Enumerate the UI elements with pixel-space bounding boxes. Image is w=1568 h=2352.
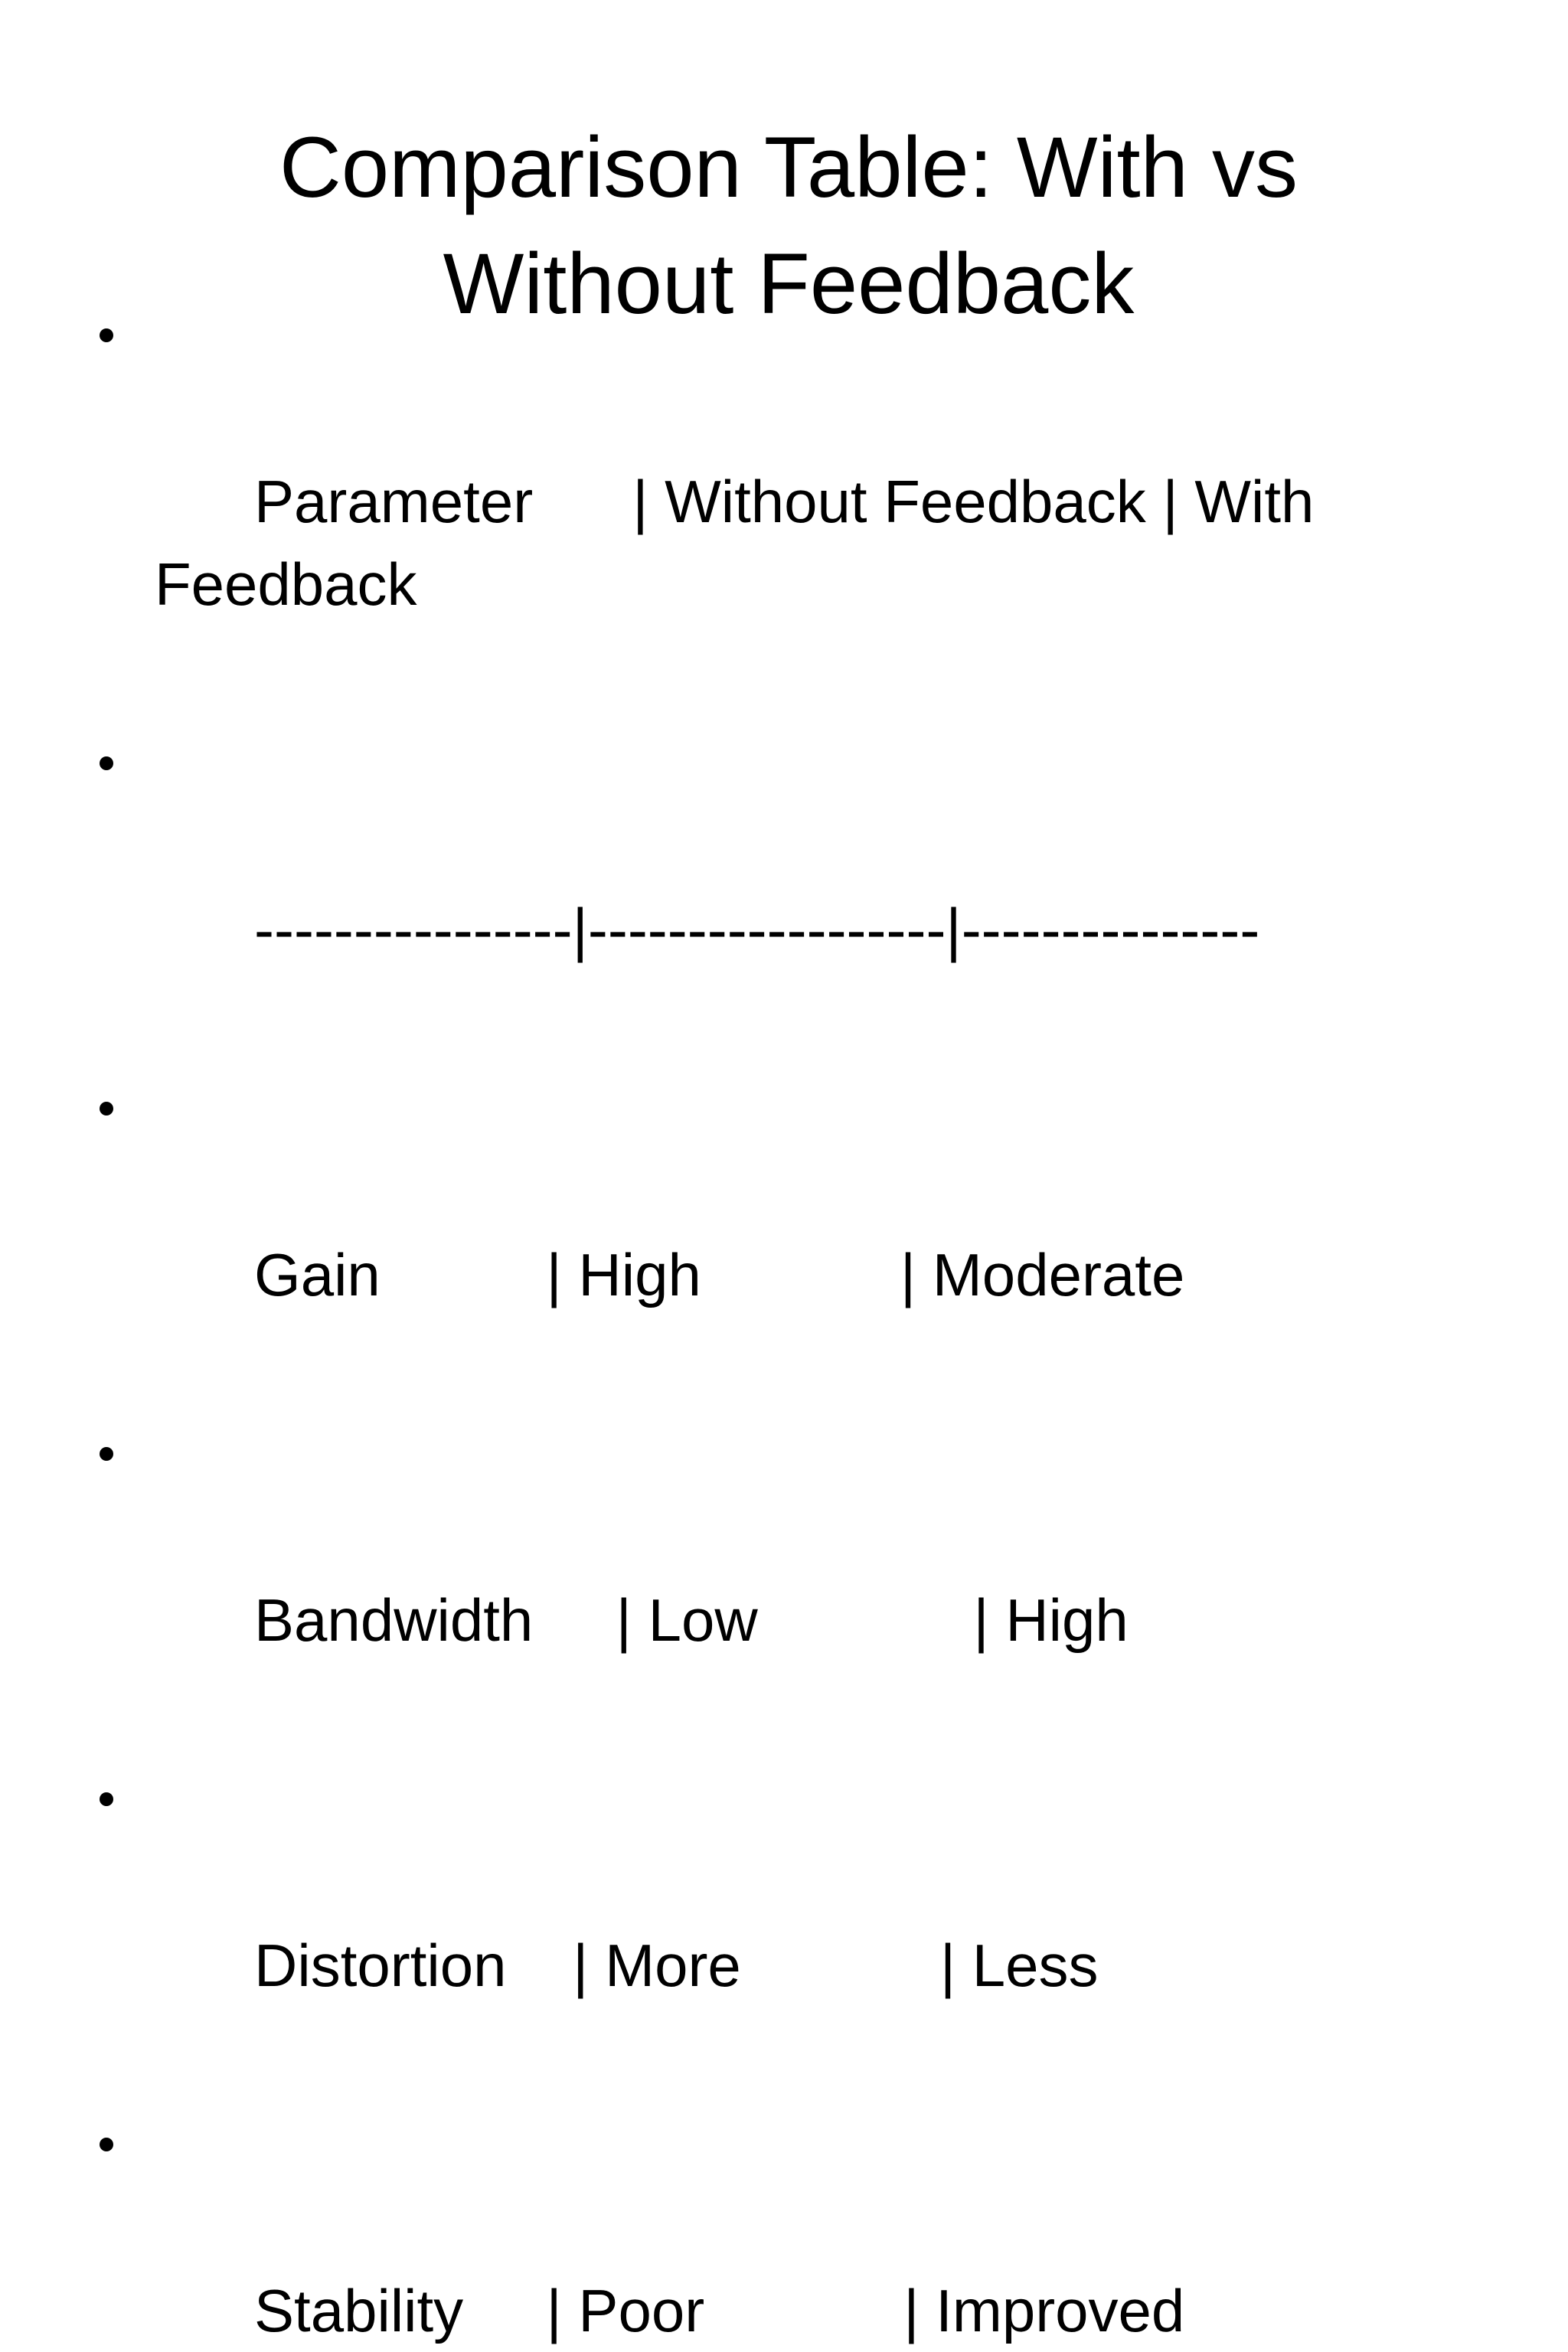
bullet-list: Parameter | Without Feedback | With Feed… (92, 295, 1409, 2352)
bullet-dot-icon (100, 1447, 113, 1461)
bullet-dot-icon (100, 756, 113, 770)
bullet-item: Bandwidth | Low | High (92, 1413, 1409, 1744)
bullet-dot-icon (100, 1102, 113, 1116)
bullet-item: Parameter | Without Feedback | With Feed… (92, 295, 1426, 708)
bullet-dot-icon (100, 1792, 113, 1806)
bullet-item: Gain | High | Moderate (92, 1068, 1409, 1399)
bullet-item: Stability | Poor | Improved (92, 2104, 1409, 2352)
bullet-text: Stability | Poor | Improved (254, 2277, 1185, 2344)
slide: Comparison Table: With vs Without Feedba… (100, 119, 1315, 2344)
bullet-text: Bandwidth | Low | High (254, 1586, 1129, 1654)
slide-title: Comparison Table: With vs Without Feedba… (279, 119, 1298, 332)
bullet-text: Parameter | Without Feedback | With Feed… (155, 468, 1331, 618)
bullet-item: ----------------|------------------|----… (92, 723, 1409, 1054)
bullet-item: Distortion | More | Less (92, 1759, 1409, 2089)
bullet-text: Distortion | More | Less (254, 1932, 1099, 1999)
bullet-text: ----------------|------------------|----… (254, 896, 1260, 963)
bullet-text: Gain | High | Moderate (254, 1241, 1185, 1308)
bullet-dot-icon (100, 2138, 113, 2151)
bullet-dot-icon (100, 328, 113, 342)
